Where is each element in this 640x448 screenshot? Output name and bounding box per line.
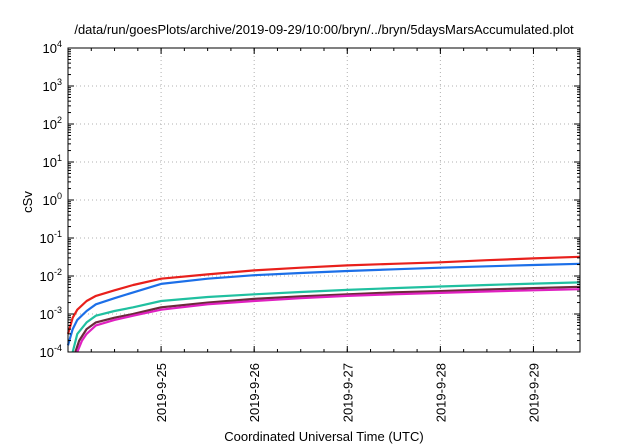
y-tick-label: 10-3: [40, 305, 62, 322]
series-line-5: [76, 288, 581, 353]
x-tick-label: 2019-9-26: [247, 363, 262, 422]
series-layer: [66, 255, 581, 353]
series-line-3: [71, 281, 581, 353]
series-line-4: [74, 285, 581, 353]
x-tick-label: 2019-9-25: [154, 363, 169, 422]
y-tick-label: 103: [43, 77, 62, 94]
y-tick-label: 101: [43, 153, 62, 170]
y-tick-label: 104: [43, 39, 62, 56]
x-tick-label: 2019-9-28: [433, 363, 448, 422]
x-tick-label: 2019-9-29: [526, 363, 541, 422]
x-tick-label: 2019-9-27: [340, 363, 355, 422]
chart-title: /data/run/goesPlots/archive/2019-09-29/1…: [74, 22, 574, 37]
y-tick-label: 10-4: [40, 343, 62, 360]
x-axis-label: Coordinated Universal Time (UTC): [224, 429, 423, 444]
y-tick-label: 100: [43, 191, 62, 208]
series-line-1: [66, 255, 581, 335]
grid: [68, 48, 580, 352]
y-tick-label: 102: [43, 115, 62, 132]
ticks: 10-4 10-3 10-2 10-1 100 101 102 103 104 2019-9-25…: [40, 39, 581, 422]
y-tick-label: 10-1: [40, 229, 62, 246]
series-line-2: [66, 262, 581, 346]
y-tick-label: 10-2: [40, 267, 62, 284]
y-axis-label: cSv: [20, 191, 35, 213]
